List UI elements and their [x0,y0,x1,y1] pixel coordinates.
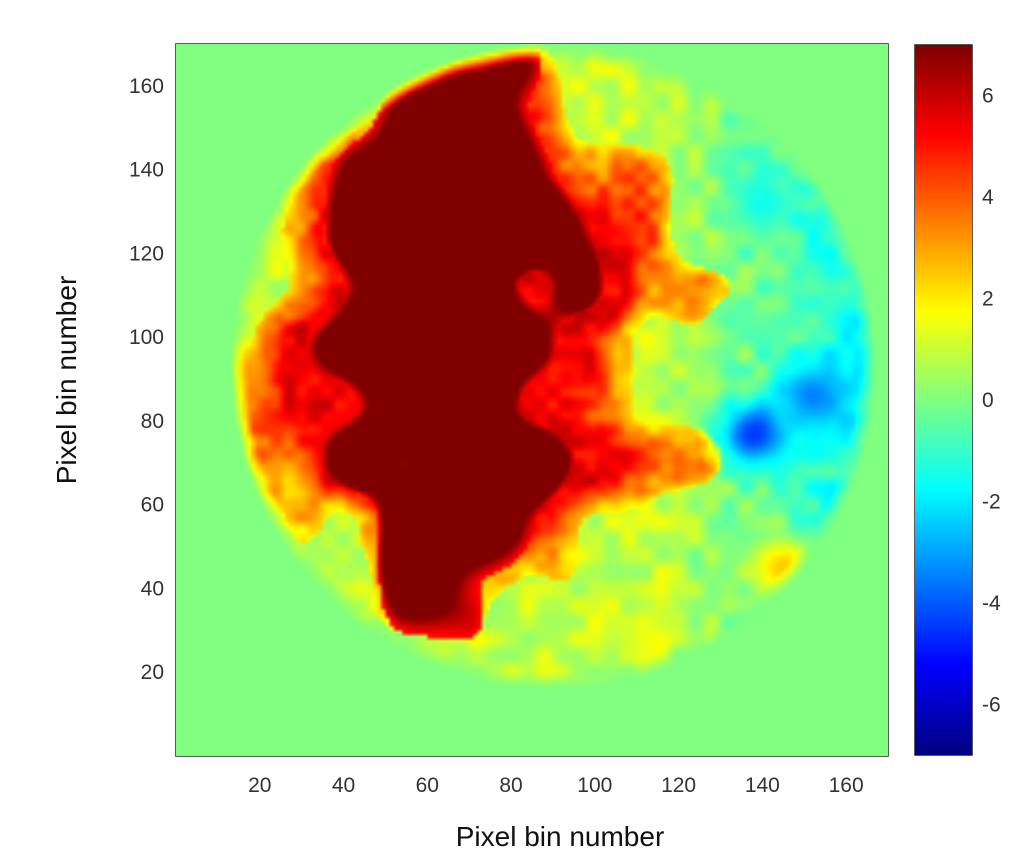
x-tick-label: 40 [332,774,355,797]
y-tick-label: 100 [129,326,164,349]
colorbar-tick-label: -4 [982,592,1001,615]
colorbar [915,45,972,755]
colorbar-tick-label: 6 [982,85,994,108]
heatmap-image [176,44,888,756]
x-tick-label: 60 [416,774,439,797]
x-tick-label: 120 [661,774,696,797]
x-tick-label: 160 [829,774,864,797]
colorbar-tick-label: 4 [982,186,994,209]
colorbar-ticks: -6 -4 -2 0 2 4 6 [966,85,1001,716]
colorbar-tick-label: 2 [982,288,994,311]
colorbar-tick-label: -2 [982,490,1001,513]
y-axis-ticks: 20 40 60 80 100 120 140 160 [129,75,888,684]
y-axis-label: Pixel bin number [51,276,82,485]
y-tick-label: 140 [129,159,164,182]
y-tick-label: 80 [141,410,164,433]
x-tick-label: 80 [499,774,522,797]
x-tick-label: 140 [745,774,780,797]
y-tick-label: 160 [129,75,164,98]
x-tick-label: 100 [577,774,612,797]
x-axis-label: Pixel bin number [456,821,665,852]
y-tick-label: 20 [141,661,164,684]
colorbar-tick-label: 0 [982,389,994,412]
y-tick-label: 60 [141,494,164,517]
y-tick-label: 120 [129,242,164,265]
y-tick-label: 40 [141,577,164,600]
colorbar-tick-label: -6 [982,693,1001,716]
x-tick-label: 20 [248,774,271,797]
